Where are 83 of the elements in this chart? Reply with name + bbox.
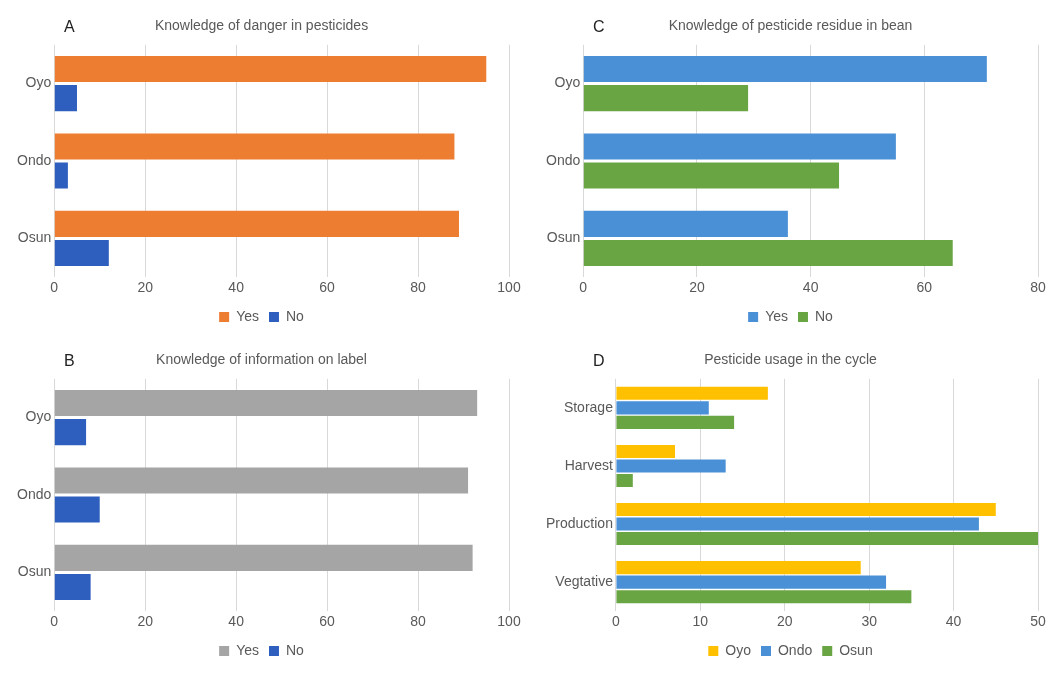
bar (54, 467, 469, 494)
bar (583, 239, 953, 267)
legend-label: Yes (765, 307, 788, 324)
chart-title: Pesticide usage in the cycle (704, 351, 878, 368)
x-tick-label: 0 (50, 279, 59, 296)
bar (616, 502, 996, 517)
y-tick-label: Ondo (546, 151, 581, 168)
x-tick-label: 10 (692, 613, 709, 630)
x-tick-label: 60 (916, 279, 933, 296)
x-tick-label: 60 (319, 613, 336, 630)
y-tick-label: Production (545, 514, 613, 531)
legend-label: Osun (839, 641, 873, 658)
bar (54, 55, 487, 83)
x-tick-label: 40 (945, 613, 962, 630)
legend-label: Yes (236, 307, 259, 324)
chart-title: Knowledge of information on label (156, 351, 367, 368)
bar (583, 210, 788, 238)
bar (583, 162, 840, 189)
x-tick-label: 100 (497, 613, 521, 630)
x-tick-label: 0 (612, 613, 621, 630)
y-tick-label: Oyo (25, 74, 52, 91)
y-tick-label: Ondo (17, 151, 52, 168)
bar (54, 544, 473, 572)
bar (54, 496, 100, 523)
y-tick-label: Ondo (17, 485, 52, 502)
bar (54, 84, 77, 112)
bar (54, 162, 68, 189)
x-tick-label: 20 (689, 279, 705, 296)
x-tick-label: 50 (1030, 613, 1046, 630)
legend-label: No (814, 307, 834, 324)
legend-label: No (285, 307, 305, 324)
y-tick-label: Vegtative (555, 573, 614, 590)
x-tick-label: 20 (137, 613, 154, 630)
bar (616, 386, 768, 400)
y-tick-label: Osun (546, 229, 581, 246)
bar (616, 459, 726, 473)
bar (54, 133, 455, 160)
x-tick-label: 80 (1030, 279, 1046, 296)
bar (583, 55, 987, 83)
bar (54, 210, 459, 238)
x-tick-label: 40 (228, 279, 245, 296)
text: C (593, 18, 605, 36)
bar (583, 133, 896, 160)
x-tick-label: 100 (497, 279, 521, 296)
y-tick-label: Osun (17, 229, 52, 246)
y-tick-label: Oyo (25, 408, 52, 425)
legend-label: Oyo (725, 641, 752, 658)
x-tick-label: 0 (579, 279, 588, 296)
legend-label: Yes (236, 641, 259, 658)
bar (583, 84, 749, 112)
x-tick-label: 80 (410, 279, 427, 296)
bar (616, 401, 709, 415)
y-tick-label: Osun (17, 563, 52, 580)
text: B (64, 352, 75, 370)
bar (616, 473, 633, 488)
x-tick-label: 20 (776, 613, 793, 630)
legend-label: No (285, 641, 305, 658)
bar (54, 418, 87, 446)
x-tick-label: 0 (50, 613, 59, 630)
y-tick-label: Storage (563, 398, 614, 415)
bar (616, 590, 912, 604)
bar (616, 444, 676, 458)
bar (616, 415, 735, 429)
x-tick-label: 60 (319, 279, 336, 296)
bar (616, 517, 979, 531)
bar (616, 575, 887, 589)
x-tick-label: 20 (137, 279, 154, 296)
chart-title: Knowledge of pesticide residue in bean (668, 17, 913, 34)
bar (54, 239, 109, 267)
y-tick-label: Harvest (564, 456, 614, 473)
x-tick-label: 30 (861, 613, 878, 630)
chart-title: Knowledge of danger in pesticides (154, 17, 369, 34)
x-tick-label: 80 (410, 613, 427, 630)
text: D (593, 352, 605, 370)
bar (54, 573, 91, 601)
bar (616, 561, 861, 575)
legend-label: Ondo (777, 641, 813, 658)
x-tick-label: 40 (802, 279, 819, 296)
text: A (64, 18, 75, 36)
bar (54, 389, 478, 417)
x-tick-label: 40 (228, 613, 245, 630)
y-tick-label: Oyo (554, 74, 581, 91)
bar (616, 532, 1038, 546)
